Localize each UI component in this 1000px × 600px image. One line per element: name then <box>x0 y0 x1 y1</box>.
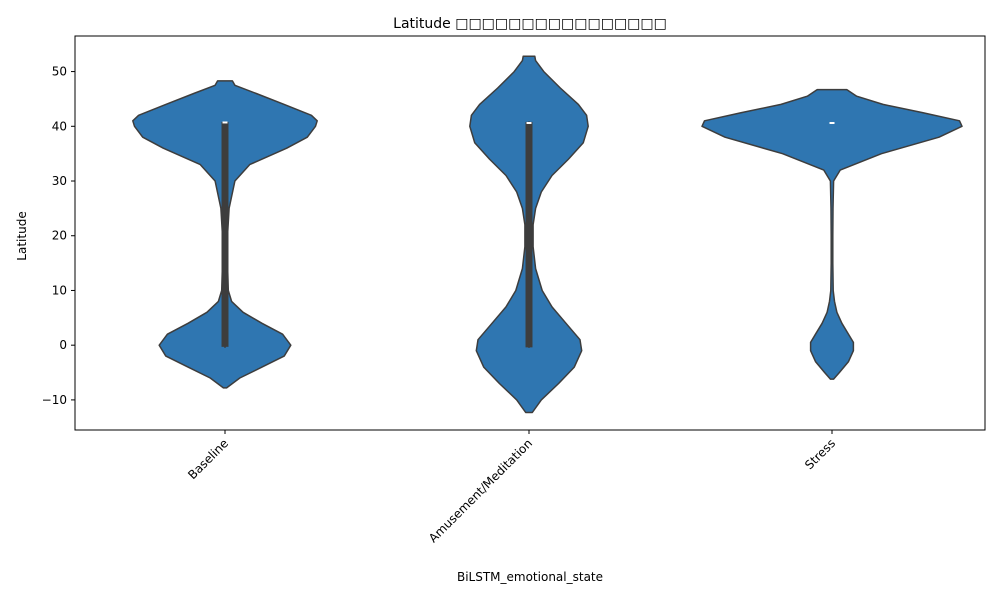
y-tick-label: −10 <box>42 393 67 407</box>
x-tick-label: Baseline <box>185 436 231 482</box>
plot-frame <box>74 35 986 431</box>
violin-layer <box>132 55 963 414</box>
y-tick-label: 50 <box>52 65 67 79</box>
violin-iqr-box <box>221 121 229 347</box>
x-axis: Baseline Amusement/Meditation Stress <box>185 430 838 545</box>
y-tick-label: 20 <box>52 229 67 243</box>
y-tick-label: 30 <box>52 174 67 188</box>
x-axis-label: BiLSTM_emotional_state <box>457 570 603 584</box>
chart-title: Latitude □□□□□□□□□□□□□□□□ <box>393 16 667 32</box>
violin-iqr-box <box>525 121 533 348</box>
y-tick-label: 0 <box>59 338 67 352</box>
violin-body <box>701 88 963 380</box>
y-axis-label: Latitude <box>15 211 29 260</box>
x-tick-label: Amusement/Meditation <box>426 436 535 545</box>
y-tick-label: 40 <box>52 119 67 133</box>
violin-stress <box>701 88 963 380</box>
x-tick-label: Stress <box>802 436 838 472</box>
violin-amusement-meditation <box>469 55 589 414</box>
y-axis: −10 0 10 20 30 40 50 <box>42 65 75 407</box>
y-tick-label: 10 <box>52 283 67 297</box>
violin-baseline <box>132 80 318 389</box>
